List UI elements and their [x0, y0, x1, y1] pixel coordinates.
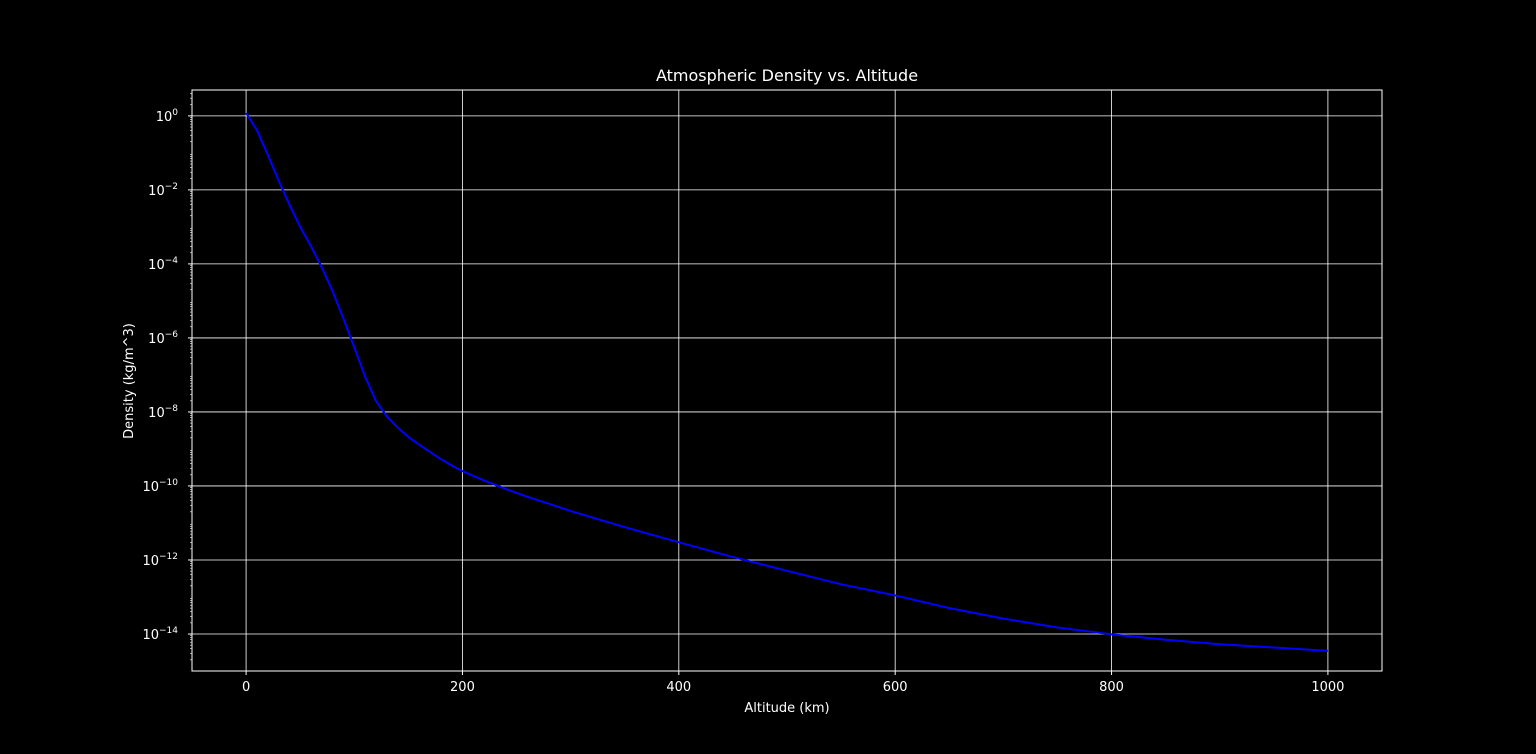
y-tick-label: 10−4 [148, 256, 178, 273]
y-tick-label: 10−6 [148, 330, 178, 347]
y-tick-label: 10−14 [142, 626, 178, 643]
y-tick-label: 10−8 [148, 404, 178, 421]
ticks: 0 200 400 600 800 1000 100 10−2 10−4 10−6 10−8 10−1… [142, 93, 1344, 695]
series-line [245, 112, 1328, 652]
x-tick-label: 600 [883, 680, 908, 695]
y-tick-label: 10−12 [142, 552, 178, 569]
x-axis-label: Altitude (km) [744, 701, 829, 716]
x-tick-label: 1000 [1311, 680, 1344, 695]
series [245, 112, 1328, 652]
y-tick-label: 100 [156, 108, 179, 125]
x-tick-label: 200 [450, 680, 475, 695]
x-tick-label: 800 [1099, 680, 1124, 695]
x-tick-label: 0 [242, 680, 250, 695]
y-axis-label: Density (kg/m^3) [122, 323, 137, 439]
chart-title: Atmospheric Density vs. Altitude [656, 66, 918, 85]
grid [192, 90, 1382, 671]
y-tick-label: 10−10 [142, 478, 178, 495]
y-tick-label: 10−2 [148, 182, 178, 199]
x-tick-label: 400 [666, 680, 691, 695]
